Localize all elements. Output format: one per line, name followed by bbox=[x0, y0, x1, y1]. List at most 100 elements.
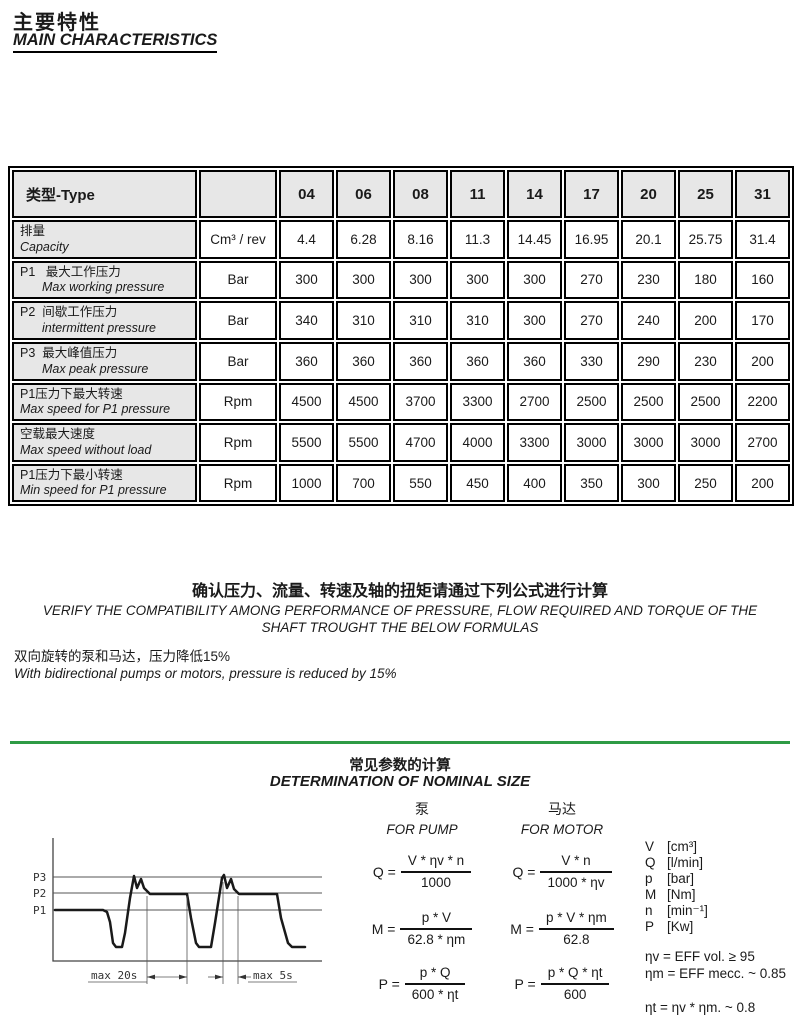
pump-formula-m: M = p * V 62.8 * ηm bbox=[352, 909, 492, 949]
row-label-en: Capacity bbox=[20, 239, 69, 254]
cell-value: 4.4 bbox=[279, 220, 334, 259]
cell-value: 4500 bbox=[336, 382, 391, 422]
table-row-max-speed-p1: P1压力下最大转速 Max speed for P1 pressure Rpm 4… bbox=[12, 382, 790, 422]
cell-value: 300 bbox=[279, 260, 334, 300]
cell-value: 16.95 bbox=[564, 220, 619, 259]
formula-numerator: p * Q bbox=[404, 964, 466, 985]
cell-value: 31.4 bbox=[735, 220, 790, 259]
table-row-p2-intermittent-pressure: P2 间歇工作压力 intermittent pressure Bar 340 3… bbox=[12, 301, 790, 340]
axes bbox=[52, 838, 322, 962]
cell-value: 300 bbox=[621, 463, 676, 503]
cell-value: 360 bbox=[507, 341, 562, 381]
bidirectional-note-zh: 双向旋转的泵和马达，压力降低15% bbox=[14, 649, 231, 664]
p3-label: P3 bbox=[33, 871, 46, 884]
row-label-zh: 空载最大速度 bbox=[20, 427, 96, 442]
eff-total: ηt = ηv * ηm. ~ 0.8 bbox=[645, 1000, 756, 1015]
type-06: 06 bbox=[336, 170, 391, 218]
formula-numerator: V * n bbox=[540, 852, 612, 873]
formula-lhs: P = bbox=[514, 976, 536, 992]
legend-row-m: M [Nm] bbox=[645, 887, 696, 902]
cell-value: 4700 bbox=[393, 423, 448, 462]
cell-value: 330 bbox=[564, 341, 619, 381]
formula-denominator: 600 * ηt bbox=[411, 987, 459, 1002]
motor-formula-column: 马达 FOR MOTOR Q = V * n 1000 * ηv M = p * … bbox=[492, 799, 632, 1004]
cell-value: 230 bbox=[621, 260, 676, 300]
cell-value: 230 bbox=[678, 341, 733, 381]
p2-label: P2 bbox=[33, 887, 46, 900]
table-row-capacity: 排量 Capacity Cm³ / rev 4.4 6.28 8.16 11.3 … bbox=[12, 220, 790, 259]
unit-header-cell bbox=[199, 170, 277, 218]
cell-value: 300 bbox=[393, 260, 448, 300]
cell-value: 2700 bbox=[507, 382, 562, 422]
formula-numerator: p * Q * ηt bbox=[540, 964, 610, 985]
motor-formula-m: M = p * V * ηm 62.8 bbox=[492, 909, 632, 949]
legend-row-n: n [min⁻¹] bbox=[645, 903, 708, 918]
cell-value: 240 bbox=[621, 301, 676, 340]
cell-value: 270 bbox=[564, 260, 619, 300]
cell-value: 310 bbox=[450, 301, 505, 340]
cell-value: 5500 bbox=[336, 423, 391, 462]
units-legend: V [cm³] Q [l/min] p [bar] M [Nm] n [min⁻¹] P[… bbox=[645, 839, 786, 1016]
cell-value: 4000 bbox=[450, 423, 505, 462]
row-label-zh: 排量 bbox=[20, 224, 46, 238]
nominal-size-title-en: DETERMINATION OF NOMINAL SIZE bbox=[269, 773, 531, 790]
pump-formula-q: Q = V * ηv * n 1000 bbox=[352, 852, 492, 892]
row-label-zh: P1压力下最大转速 bbox=[20, 386, 123, 401]
eff-mechanical: ηm = EFF mecc. ~ 0.85 bbox=[645, 966, 787, 981]
cell-value: 450 bbox=[450, 463, 505, 503]
p1-label: P1 bbox=[33, 904, 46, 917]
pump-formula-p: P = p * Q 600 * ηt bbox=[352, 964, 492, 1004]
row-label-zh: P1 最大工作压力 bbox=[20, 264, 121, 279]
row-label-zh: P3 最大峰值压力 bbox=[20, 345, 118, 360]
cell-value: 180 bbox=[678, 260, 733, 300]
table-row-min-speed-p1: P1压力下最小转速 Min speed for P1 pressure Rpm 1… bbox=[12, 463, 790, 503]
row-label-zh: P2 间歇工作压力 bbox=[20, 305, 118, 320]
type-11: 11 bbox=[450, 170, 505, 218]
row-label-en: Max speed for P1 pressure bbox=[20, 402, 171, 417]
formula-denominator: 1000 * ηv bbox=[547, 875, 605, 890]
dimension-lines bbox=[88, 882, 297, 984]
cell-value: 2500 bbox=[678, 382, 733, 422]
cell-value: 2500 bbox=[621, 382, 676, 422]
cell-value: 20.1 bbox=[621, 220, 676, 259]
cell-value: 200 bbox=[678, 301, 733, 340]
pressure-curve bbox=[53, 873, 307, 949]
type-header-cell: 类型-Type bbox=[12, 170, 197, 218]
cell-value: 14.45 bbox=[507, 220, 562, 259]
pump-header-en: FOR PUMP bbox=[386, 822, 458, 837]
row-unit: Bar bbox=[199, 301, 277, 340]
row-label-en: Max peak pressure bbox=[42, 361, 149, 376]
cell-value: 700 bbox=[336, 463, 391, 503]
cell-value: 3300 bbox=[507, 423, 562, 462]
pressure-cycle-diagram: P3 P2 P1 max 20s max 5s bbox=[33, 838, 322, 984]
characteristics-table: 类型-Type 04 06 08 11 14 17 20 25 31 排量 Cap… bbox=[8, 166, 794, 507]
cell-value: 400 bbox=[507, 463, 562, 503]
type-17: 17 bbox=[564, 170, 619, 218]
pump-formula-column: 泵 FOR PUMP Q = V * ηv * n 1000 M = p * V 6… bbox=[352, 799, 492, 1004]
page-title-en: MAIN CHARACTERISTICS bbox=[13, 31, 218, 53]
type-14: 14 bbox=[507, 170, 562, 218]
pump-header-zh: 泵 bbox=[415, 801, 429, 817]
verify-heading-zh: 确认压力、流量、转速及轴的扭矩请通过下列公式进行计算 bbox=[191, 583, 608, 600]
cell-value: 360 bbox=[450, 341, 505, 381]
max-20s-label: max 20s bbox=[91, 969, 137, 982]
legend-row-p-bar: p [bar] bbox=[645, 871, 695, 886]
formula-denominator: 62.8 bbox=[563, 932, 590, 947]
legend-row-v: V [cm³] bbox=[645, 839, 697, 854]
row-unit: Cm³ / rev bbox=[199, 220, 277, 259]
cell-value: 310 bbox=[393, 301, 448, 340]
bidirectional-note-en: With bidirectional pumps or motors, pres… bbox=[14, 666, 397, 681]
row-label-zh: P1压力下最小转速 bbox=[20, 467, 123, 482]
cell-value: 5500 bbox=[279, 423, 334, 462]
cell-value: 360 bbox=[279, 341, 334, 381]
cell-value: 360 bbox=[393, 341, 448, 381]
cell-value: 2700 bbox=[735, 423, 790, 462]
type-04: 04 bbox=[279, 170, 334, 218]
motor-header-en: FOR MOTOR bbox=[520, 822, 604, 837]
table-row-max-speed-no-load: 空载最大速度 Max speed without load Rpm 5500 55… bbox=[12, 423, 790, 462]
nominal-size-title-zh: 常见参数的计算 bbox=[349, 758, 451, 774]
legend-row-q: Q [l/min] bbox=[645, 855, 704, 870]
formula-denominator: 62.8 * ηm bbox=[407, 932, 466, 947]
cell-value: 300 bbox=[450, 260, 505, 300]
cell-value: 170 bbox=[735, 301, 790, 340]
